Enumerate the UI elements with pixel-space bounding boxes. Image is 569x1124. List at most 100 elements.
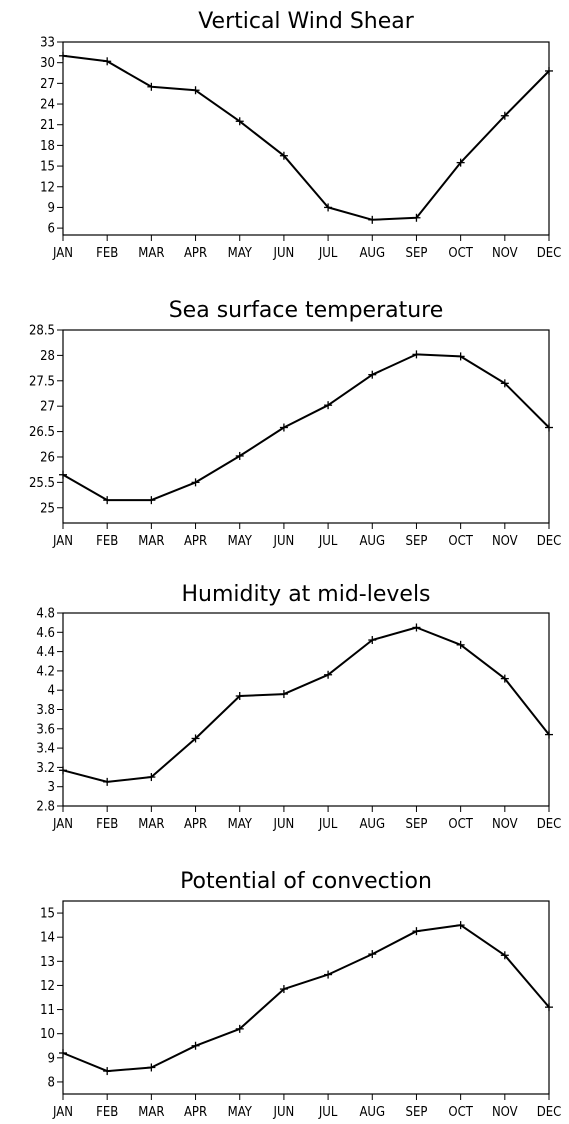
x-tick-label: NOV bbox=[492, 246, 518, 261]
y-tick-label: 12 bbox=[40, 979, 55, 994]
x-tick-label: AUG bbox=[359, 534, 385, 549]
data-point bbox=[191, 734, 200, 743]
y-tick-label: 6 bbox=[48, 222, 55, 237]
x-tick-label: MAR bbox=[138, 246, 164, 261]
y-tick-label: 26 bbox=[40, 450, 55, 465]
data-point bbox=[456, 352, 465, 361]
data-point bbox=[412, 623, 421, 632]
x-tick-label: JUL bbox=[318, 534, 338, 549]
y-tick-label: 2.8 bbox=[36, 800, 55, 815]
y-tick-label: 15 bbox=[40, 160, 55, 175]
data-point bbox=[59, 766, 67, 775]
data-point bbox=[279, 985, 288, 994]
data-point bbox=[103, 57, 112, 66]
chart-title: Potential of convection bbox=[180, 869, 432, 894]
x-tick-label: SEP bbox=[406, 534, 428, 549]
x-tick-label: DEC bbox=[537, 1105, 562, 1120]
y-tick-label: 25 bbox=[40, 501, 55, 516]
chart-panel-3: Humidity at mid-levels 2.8 3 3.2 3.4 3.6 3.8 4 4… bbox=[36, 582, 561, 832]
y-tick-label: 3.2 bbox=[36, 761, 55, 776]
x-tick-label: JUN bbox=[273, 246, 295, 261]
y-tick-label: 26.5 bbox=[29, 425, 55, 440]
data-point bbox=[324, 670, 333, 679]
x-tick-label: APR bbox=[184, 1105, 207, 1120]
x-tick-label: DEC bbox=[537, 817, 562, 832]
data-point bbox=[147, 82, 156, 91]
y-tick-label: 8 bbox=[48, 1075, 55, 1090]
x-tick-label: SEP bbox=[406, 1105, 428, 1120]
chart-panel-1: Vertical Wind Shear 6 9 12 15 18 21 24 27 30 33 JAN… bbox=[40, 9, 561, 261]
data-point bbox=[103, 1067, 112, 1076]
y-tick-label: 28 bbox=[40, 349, 55, 364]
y-tick-label: 4.2 bbox=[36, 664, 55, 679]
x-tick-label: MAY bbox=[228, 246, 253, 261]
x-tick-label: MAY bbox=[228, 817, 253, 832]
y-tick-label: 3.4 bbox=[36, 742, 55, 757]
data-point bbox=[412, 350, 421, 359]
data-point bbox=[59, 1048, 67, 1057]
y-tick-label: 25.5 bbox=[29, 476, 55, 491]
plot-frame bbox=[62, 612, 550, 807]
data-point bbox=[545, 423, 553, 432]
x-tick-label: MAR bbox=[138, 1105, 164, 1120]
data-point bbox=[59, 470, 67, 479]
x-tick-label: OCT bbox=[448, 534, 473, 549]
x-tick-label: MAR bbox=[138, 534, 164, 549]
data-point bbox=[103, 496, 112, 505]
y-tick-label: 30 bbox=[40, 56, 55, 71]
y-tick-label: 4.4 bbox=[36, 645, 55, 660]
data-point bbox=[500, 379, 509, 388]
data-point bbox=[279, 423, 288, 432]
data-point bbox=[545, 66, 553, 75]
data-point bbox=[147, 1063, 156, 1072]
data-point bbox=[59, 51, 67, 60]
y-tick-label: 27.5 bbox=[29, 374, 55, 389]
y-tick-label: 14 bbox=[40, 931, 55, 946]
y-tick-label: 27 bbox=[40, 400, 55, 415]
plot-frame bbox=[62, 329, 550, 524]
x-tick-label: APR bbox=[184, 817, 207, 832]
y-tick-label: 9 bbox=[48, 201, 55, 216]
x-tick-label: SEP bbox=[406, 246, 428, 261]
data-point bbox=[368, 215, 377, 224]
x-tick-label: OCT bbox=[448, 246, 473, 261]
chart-panel-2: Sea surface temperature 25 25.5 26 26.5 27 27.… bbox=[29, 298, 561, 549]
data-point bbox=[103, 777, 112, 786]
x-tick-label: DEC bbox=[537, 246, 562, 261]
chart-title: Vertical Wind Shear bbox=[198, 9, 415, 34]
y-tick-label: 33 bbox=[40, 36, 55, 51]
data-point bbox=[191, 1041, 200, 1050]
y-tick-label: 21 bbox=[40, 118, 55, 133]
x-tick-label: JUL bbox=[318, 246, 338, 261]
x-tick-label: MAY bbox=[228, 534, 253, 549]
y-tick-label: 10 bbox=[40, 1027, 55, 1042]
x-tick-label: MAR bbox=[138, 817, 164, 832]
x-tick-label: NOV bbox=[492, 817, 518, 832]
x-tick-label: FEB bbox=[96, 817, 118, 832]
y-tick-label: 3.8 bbox=[36, 703, 55, 718]
series-line bbox=[62, 924, 550, 1073]
y-tick-label: 9 bbox=[48, 1051, 55, 1066]
x-tick-label: NOV bbox=[492, 1105, 518, 1120]
data-point bbox=[500, 951, 509, 960]
data-point bbox=[235, 1024, 244, 1033]
data-point bbox=[368, 636, 377, 645]
data-point bbox=[500, 111, 509, 120]
x-tick-label: JUL bbox=[318, 817, 338, 832]
x-tick-label: FEB bbox=[96, 534, 118, 549]
data-point bbox=[235, 451, 244, 460]
y-tick-label: 15 bbox=[40, 907, 55, 922]
x-tick-label: OCT bbox=[448, 1105, 473, 1120]
y-tick-label: 18 bbox=[40, 139, 55, 154]
data-point bbox=[279, 151, 288, 160]
x-tick-label: AUG bbox=[359, 1105, 385, 1120]
y-tick-label: 4.6 bbox=[36, 626, 55, 641]
y-tick-label: 28.5 bbox=[29, 324, 55, 339]
data-point bbox=[235, 117, 244, 126]
x-tick-label: JAN bbox=[52, 1105, 73, 1120]
x-tick-label: SEP bbox=[406, 817, 428, 832]
y-tick-label: 13 bbox=[40, 955, 55, 970]
x-tick-label: JAN bbox=[52, 817, 73, 832]
data-point bbox=[456, 158, 465, 167]
